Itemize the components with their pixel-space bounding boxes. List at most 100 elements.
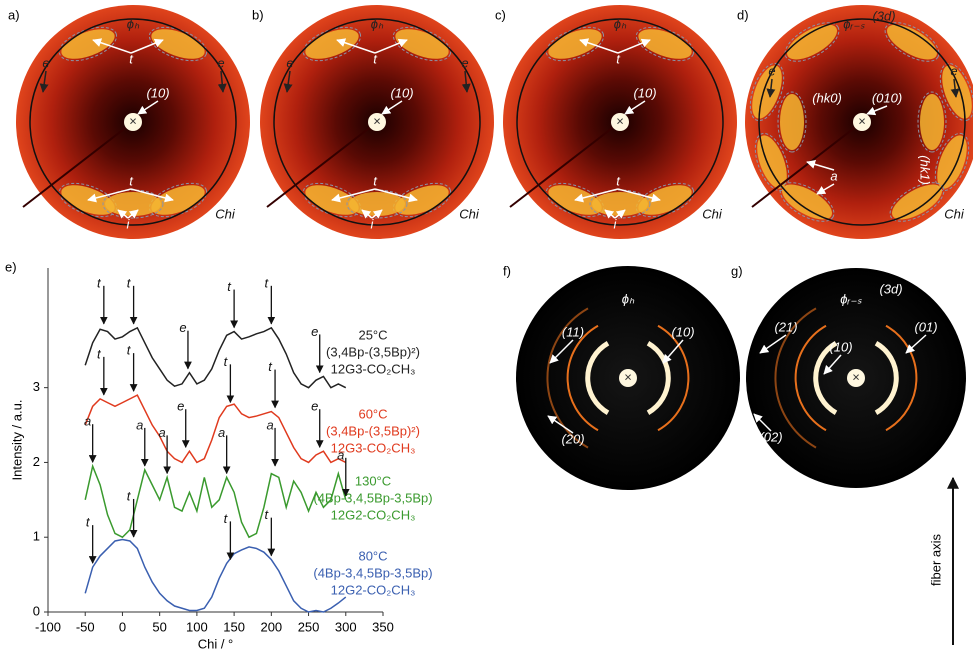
legend-label: 60°C	[358, 406, 387, 421]
annotation: Chi	[702, 206, 723, 221]
y-tick-label: 1	[33, 529, 40, 544]
annotation: a	[218, 425, 225, 440]
panel-label: e)	[5, 259, 17, 274]
annotation: t	[127, 343, 132, 358]
panel-label: d)	[737, 7, 749, 22]
annotation: e	[179, 320, 186, 335]
x-tick-label: -50	[76, 619, 95, 634]
annotation: a	[84, 414, 91, 429]
legend-label: (3,4Bp-(3,5Bp)²)	[326, 423, 420, 438]
reflection	[349, 192, 405, 216]
annotation: ϕᵣ₋ₛ	[843, 16, 865, 31]
annotation: (3d)	[879, 281, 902, 296]
annotation: t	[97, 275, 102, 290]
panel-label: g)	[731, 263, 743, 278]
legend-label: (4Bp-3,4,5Bp-3,5Bp)	[313, 490, 432, 505]
figure: e)-100-500501001502002503003500123Chi / …	[0, 0, 973, 655]
x-tick-label: 250	[298, 619, 320, 634]
y-tick-label: 2	[33, 454, 40, 469]
x-tick-label: 50	[152, 619, 166, 634]
annotation: e	[461, 55, 468, 70]
annotation: t	[86, 515, 91, 530]
annotation: a	[266, 417, 273, 432]
annotation: a	[136, 417, 143, 432]
annotation: (21)	[774, 319, 797, 334]
x-tick-label: 350	[372, 619, 394, 634]
legend-label: 80°C	[358, 548, 387, 563]
annotation: e	[42, 55, 49, 70]
diffraction-panel: × d) ϕᵣ₋ₛ (3d) e e (hk0) (010) a (hk1) Chi	[737, 5, 973, 239]
center-mark: ×	[624, 369, 632, 384]
reflection	[592, 192, 648, 216]
annotation: (10)	[390, 85, 413, 100]
series-line	[85, 395, 346, 462]
annotation: (3d)	[872, 8, 895, 23]
annotation: (10)	[671, 324, 694, 339]
diffraction-panel: × f) ϕₕ (11) (10) (20)	[503, 263, 740, 490]
annotation: Chi	[459, 206, 480, 221]
annotation: e	[177, 399, 184, 414]
annotation: a	[337, 447, 344, 462]
annotation: e	[311, 399, 318, 414]
diffraction-panel: ×a)ϕₕtee(10)tiChi	[8, 5, 250, 239]
annotation: (010)	[872, 90, 902, 105]
annotation: (hk1)	[918, 155, 933, 185]
reflection	[780, 94, 804, 150]
center-mark: ×	[852, 369, 860, 384]
diffraction-panel: ×b)ϕₕtee(10)tiChi	[252, 5, 494, 239]
annotation: (11)	[562, 324, 584, 339]
series-line	[85, 466, 346, 537]
annotation: (01)	[914, 319, 937, 334]
annotation: t	[127, 488, 132, 503]
center-mark: ×	[858, 113, 866, 128]
reflection	[105, 192, 161, 216]
annotation: t	[224, 511, 229, 526]
annotation: (hk0)	[812, 90, 842, 105]
annotation: e	[286, 55, 293, 70]
annotation: ϕₕ	[371, 16, 384, 31]
annotation: e	[217, 55, 224, 70]
annotation: (10)	[146, 85, 169, 100]
annotation: (20)	[561, 431, 584, 446]
annotation: a	[158, 425, 165, 440]
y-tick-label: 3	[33, 379, 40, 394]
diffraction-panel: ×g)ϕᵣ₋ₛ(3d)(21)(01)(10)(02)	[731, 263, 966, 488]
annotation: e	[768, 63, 775, 78]
panel-label: b)	[252, 7, 264, 22]
annotation: e	[311, 324, 318, 339]
legend-label: 12G3-CO₂CH₃	[331, 361, 416, 376]
annotation: t	[227, 279, 232, 294]
page: e)-100-500501001502002503003500123Chi / …	[0, 0, 973, 655]
annotation: ϕᵣ₋ₛ	[840, 291, 862, 306]
y-tick-label: 0	[33, 603, 40, 618]
annotation: e	[950, 63, 957, 78]
annotation: Chi	[944, 206, 965, 221]
legend-label: (4Bp-3,4,5Bp-3,5Bp)	[313, 565, 432, 580]
annotation: ϕₕ	[614, 16, 627, 31]
x-tick-label: 150	[223, 619, 245, 634]
reflection	[920, 94, 944, 150]
legend-label: 130°C	[355, 473, 391, 488]
panel-label: c)	[495, 7, 506, 22]
annotation: t	[224, 354, 229, 369]
annotation: a	[830, 168, 837, 183]
series-line	[85, 539, 346, 612]
panel-label: f)	[503, 263, 511, 278]
legend-label: (3,4Bp-(3,5Bp)²)	[326, 344, 420, 359]
x-tick-label: 200	[260, 619, 282, 634]
legend-label: 12G2-CO₂CH₃	[331, 507, 416, 522]
center-mark: ×	[129, 113, 137, 128]
annotation: t	[265, 275, 270, 290]
legend-label: 25°C	[358, 327, 387, 342]
x-tick-label: -100	[35, 619, 61, 634]
center-mark: ×	[616, 113, 624, 128]
x-tick-label: 300	[335, 619, 357, 634]
annotation: (10)	[829, 339, 852, 354]
annotation: Chi	[215, 206, 236, 221]
y-axis-label: Intensity / a.u.	[9, 400, 24, 481]
annotation: t	[127, 275, 132, 290]
annotation: ϕₕ	[622, 291, 635, 306]
annotation: (10)	[633, 85, 656, 100]
